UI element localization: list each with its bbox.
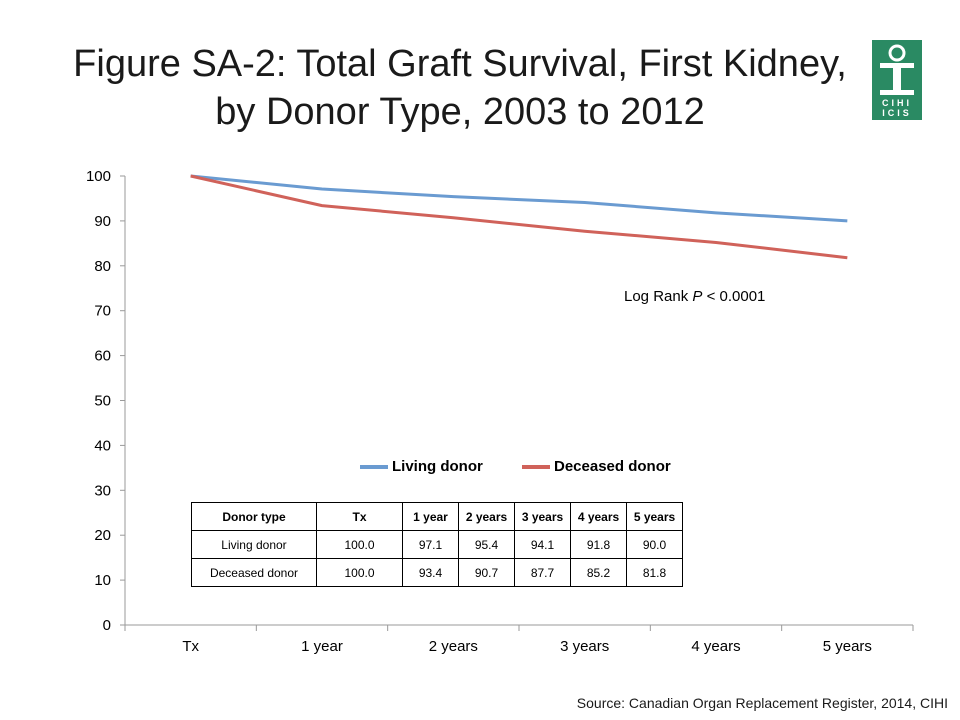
table-row: Deceased donor 100.0 93.4 90.7 87.7 85.2… (191, 558, 683, 587)
series-line-deceased-donor (190, 174, 848, 260)
legend-swatch-deceased (522, 465, 550, 469)
y-tick-label: 70 (94, 303, 111, 320)
x-tick-label: 2 years (429, 638, 478, 655)
logo-stem (893, 68, 901, 90)
table-cell: 90.7 (458, 558, 515, 587)
table-header-cell: Donor type (191, 502, 317, 531)
annotation-p: P (692, 288, 703, 305)
table-header-cell: Tx (316, 502, 403, 531)
table-cell: 94.1 (514, 530, 571, 559)
survival-data-table: Donor type Tx 1 year 2 years 3 years 4 y… (191, 502, 683, 587)
y-tick-label: 10 (94, 572, 111, 589)
x-tick-label: Tx (182, 638, 199, 655)
y-tick-label: 0 (103, 617, 111, 634)
logo-circle (888, 44, 906, 62)
chart-series (190, 174, 848, 260)
table-cell: 100.0 (316, 558, 403, 587)
table-header-cell: 3 years (514, 502, 571, 531)
x-tick-label: 4 years (691, 638, 740, 655)
table-cell: 100.0 (316, 530, 403, 559)
x-tick-label: 1 year (301, 638, 343, 655)
y-tick-label: 50 (94, 393, 111, 410)
logo-bar-top (880, 63, 914, 68)
series-line-living-donor (190, 174, 848, 223)
logo-text-top: CIHI (882, 98, 912, 108)
source-note: Source: Canadian Organ Replacement Regis… (576, 695, 948, 711)
table-cell: 95.4 (458, 530, 515, 559)
page-title: Figure SA-2: Total Graft Survival, First… (73, 43, 847, 133)
table-cell: Deceased donor (191, 558, 317, 587)
table-cell: 93.4 (402, 558, 459, 587)
annotation-suffix: < 0.0001 (702, 288, 766, 305)
y-tick-label: 80 (94, 258, 111, 275)
y-tick-label: 40 (94, 437, 111, 454)
logo-bar-bottom (880, 90, 914, 95)
y-tick-label: 60 (94, 348, 111, 365)
table-header-cell: 4 years (570, 502, 627, 531)
x-tick-label: 5 years (823, 638, 872, 655)
table-cell: 81.8 (626, 558, 683, 587)
legend-swatch-living (360, 465, 388, 469)
legend-label-deceased: Deceased donor (554, 458, 671, 475)
table-cell: 85.2 (570, 558, 627, 587)
log-rank-annotation: Log Rank P < 0.0001 (624, 288, 765, 305)
table-header-row: Donor type Tx 1 year 2 years 3 years 4 y… (191, 502, 683, 531)
table-row: Living donor 100.0 97.1 95.4 94.1 91.8 9… (191, 530, 683, 559)
table-cell: 90.0 (626, 530, 683, 559)
y-tick-label: 100 (86, 168, 111, 185)
cihi-logo: CIHI ICIS (872, 40, 922, 120)
y-tick-label: 90 (94, 213, 111, 230)
legend-label-living: Living donor (392, 458, 483, 475)
table-cell: 97.1 (402, 530, 459, 559)
table-cell: 91.8 (570, 530, 627, 559)
table-header-cell: 1 year (402, 502, 459, 531)
y-tick-label: 20 (94, 527, 111, 544)
x-tick-label: 3 years (560, 638, 609, 655)
table-cell: Living donor (191, 530, 317, 559)
annotation-prefix: Log Rank (624, 288, 693, 305)
table-cell: 87.7 (514, 558, 571, 587)
table-header-cell: 2 years (458, 502, 515, 531)
y-tick-label: 30 (94, 482, 111, 499)
logo-text-bottom: ICIS (882, 108, 912, 118)
table-header-cell: 5 years (626, 502, 683, 531)
